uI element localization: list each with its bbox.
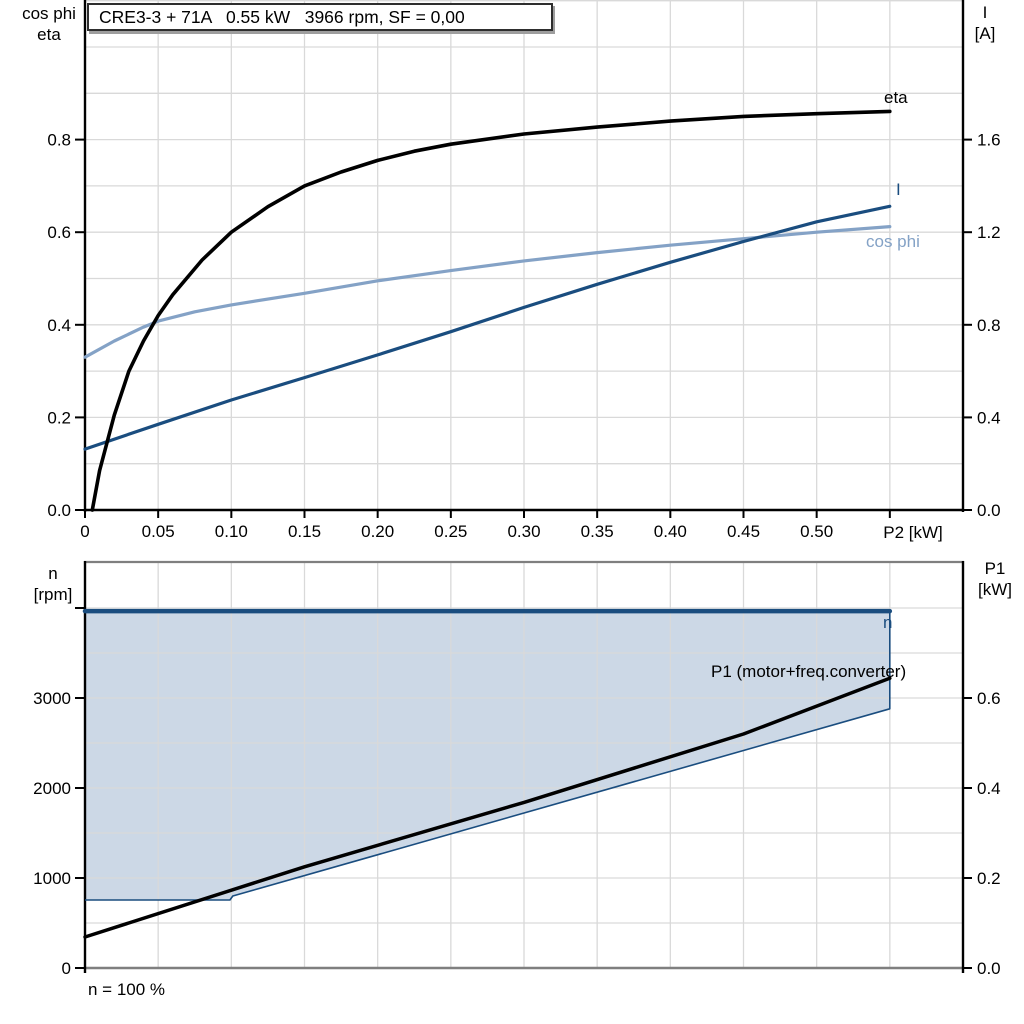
top-y-right-tick-label: 0.8 (977, 316, 1001, 335)
right-axis-title-line2: [A] (974, 24, 996, 43)
p1-envelope-lower-curve (85, 611, 891, 901)
bottom-y-right-tick-label: 0.4 (977, 779, 1001, 798)
top-x-tick-label: 0.25 (434, 522, 467, 541)
bottom-y-right-tick-label: 0.6 (977, 689, 1001, 708)
top-x-tick-label: 0.50 (800, 522, 833, 541)
eta-curve-label: eta (884, 88, 908, 107)
chart-title-box: CRE3-3 + 71A 0.55 kW 3966 rpm, SF = 0,00 (87, 3, 553, 31)
speed-curve-label: n (883, 613, 893, 632)
top-x-tick-label: 0.05 (142, 522, 175, 541)
current-curve (83, 204, 892, 451)
top-x-tick-label: 0.15 (288, 522, 321, 541)
top-y-right-tick-label: 1.2 (977, 223, 1001, 242)
cos-phi-curve-label: cos phi (866, 232, 920, 251)
top-y-right-tick-label: 0.4 (977, 408, 1001, 427)
bottom-y-right-tick-label: 0.0 (977, 959, 1001, 978)
bottom-y-left-tick-label: 0 (62, 959, 71, 978)
cos-phi-curve (83, 225, 892, 359)
top-y-left-tick-label: 0.6 (47, 223, 71, 242)
left-axis-title-line1: cos phi (22, 4, 76, 23)
top-y-right-tick-label: 0.0 (977, 501, 1001, 520)
rpm-axis-title-line1: n (48, 564, 58, 583)
bottom-left-axis-title: n [rpm] (20, 563, 86, 605)
top-x-tick-label: 0 (80, 522, 89, 541)
left-axis-title-line2: eta (37, 25, 61, 44)
p1-axis-title-line1: P1 (984, 559, 1006, 578)
top-x-tick-label: 0.45 (727, 522, 760, 541)
p1-axis-title-line2: [kW] (978, 580, 1012, 599)
bottom-y-right-tick-label: 0.2 (977, 869, 1001, 888)
p1-curve-label: P1 (motor+freq.converter) (711, 662, 907, 681)
bottom-y-left-tick-label: 1000 (33, 869, 71, 888)
top-x-tick-label: 0.35 (581, 522, 614, 541)
bottom-y-left-tick-label: 3000 (33, 689, 71, 708)
top-x-tick-label: 0.10 (215, 522, 248, 541)
bottom-y-left-tick-label: 2000 (33, 779, 71, 798)
top-x-tick-label: 0.40 (654, 522, 687, 541)
top-y-left-tick-label: 0.4 (47, 316, 71, 335)
speed-operating-area (85, 611, 890, 900)
rpm-axis-title-line2: [rpm] (33, 585, 73, 604)
speed-footnote: n = 100 % (88, 980, 166, 999)
top-right-axis-title: I [A] (962, 2, 1008, 44)
current-curve-label: I (896, 180, 901, 199)
eta-curve (90, 109, 892, 512)
bottom-right-axis-title: P1 [kW] (966, 558, 1024, 600)
top-y-right-tick-label: 1.6 (977, 131, 1001, 150)
top-y-left-tick-label: 0.8 (47, 131, 71, 150)
top-y-left-tick-label: 0.0 (47, 501, 71, 520)
top-x-axis-title: P2 [kW] (883, 523, 943, 542)
p1-motor-freq-converter-curve (83, 676, 892, 939)
top-y-left-tick-label: 0.2 (47, 408, 71, 427)
top-x-tick-label: 0.30 (507, 522, 540, 541)
top-x-tick-label: 0.20 (361, 522, 394, 541)
top-left-axis-title: cos phi eta (14, 3, 84, 45)
right-axis-title-line1: I (982, 3, 988, 22)
